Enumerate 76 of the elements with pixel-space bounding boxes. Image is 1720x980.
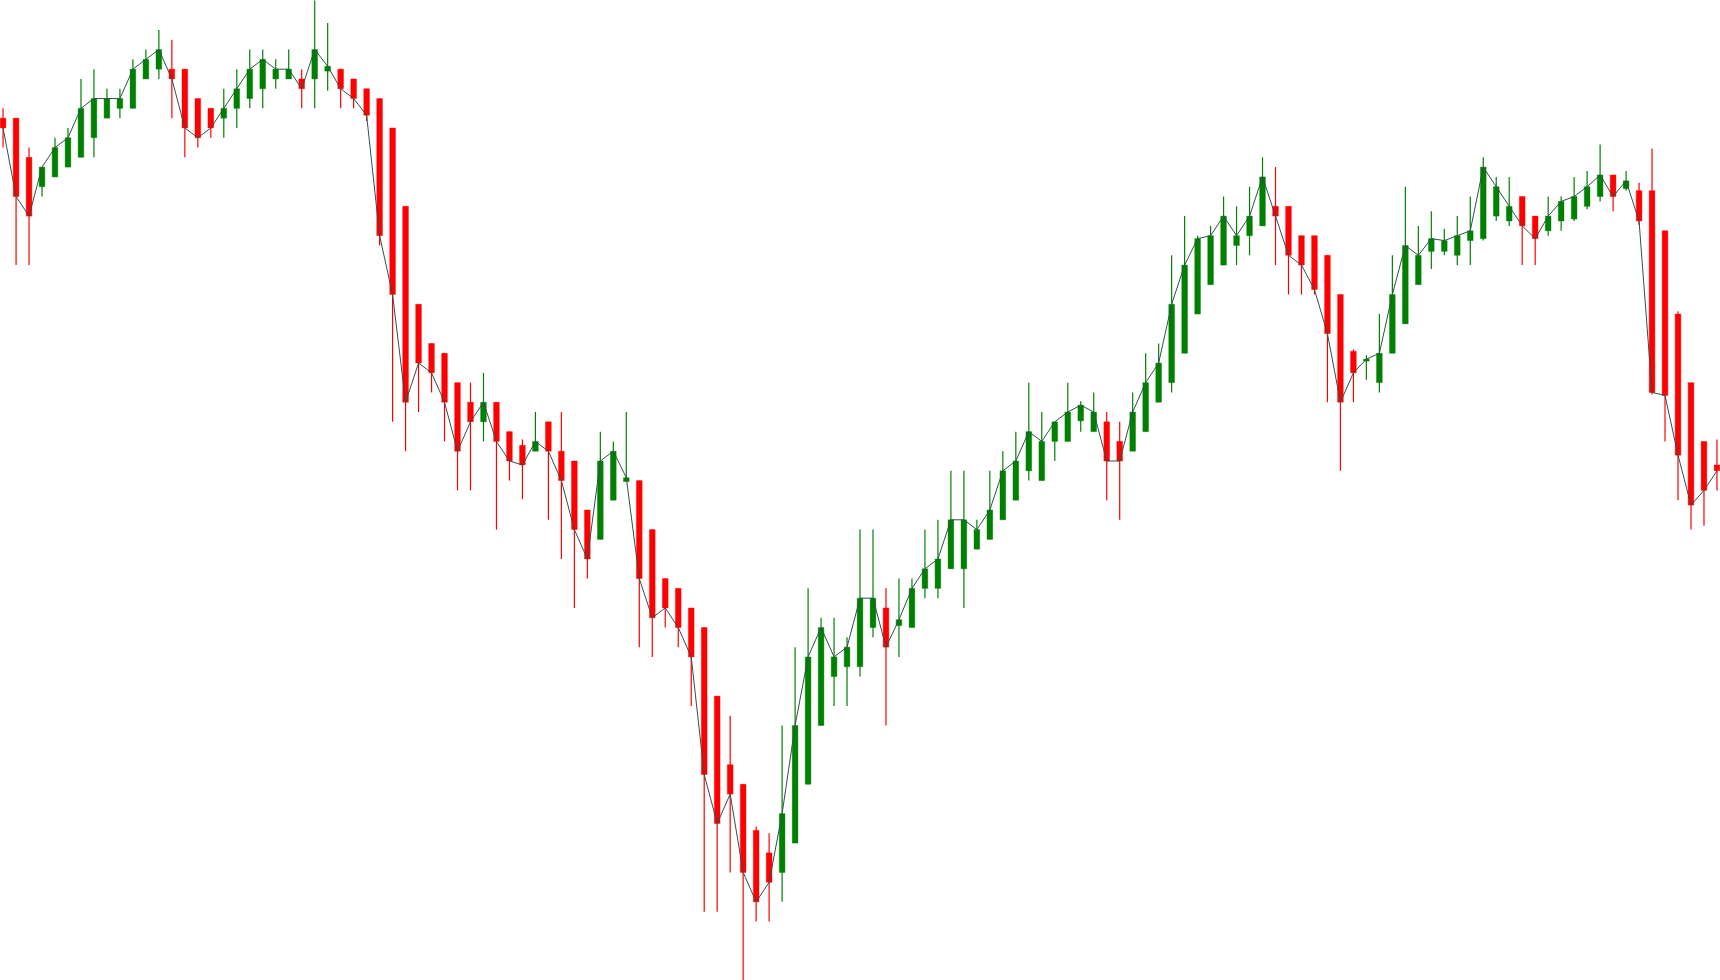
candlestick: [1012, 430, 1019, 501]
candlestick: [843, 636, 851, 707]
candlestick: [1155, 342, 1162, 403]
candlestick: [934, 518, 941, 599]
candlestick: [1077, 400, 1084, 432]
candlestick: [207, 107, 214, 138]
candlestick: [194, 97, 201, 148]
candlestick: [1376, 313, 1383, 393]
candlestick: [1571, 175, 1578, 222]
candlestick: [1532, 215, 1539, 266]
candlestick: [259, 48, 266, 109]
candlestick: [675, 587, 682, 648]
candlestick: [1272, 166, 1279, 266]
candlestick: [1493, 175, 1500, 222]
candlestick: [0, 107, 7, 148]
candlestick: [1051, 420, 1058, 462]
candlestick: [1506, 175, 1513, 227]
candlestick: [1038, 411, 1045, 481]
candlestick: [350, 77, 357, 109]
candlestick: [1467, 195, 1474, 266]
candlestick: [272, 58, 279, 89]
candlestick: [519, 438, 526, 500]
candlestick: [869, 528, 877, 638]
candlestick: [662, 577, 669, 628]
candlestick: [545, 420, 552, 520]
candlestick: [246, 48, 253, 109]
candlestick: [1636, 181, 1643, 226]
candlestick: [558, 411, 565, 560]
candlestick: [908, 577, 916, 628]
candlestick: [1103, 411, 1110, 501]
candlestick: [1610, 173, 1617, 212]
candlestick: [51, 136, 59, 178]
candlestick: [103, 87, 110, 119]
candlestick: [168, 38, 175, 119]
candlestick: [623, 411, 630, 482]
candlestick: [1597, 143, 1604, 202]
candlestick: [895, 577, 903, 658]
candlestick: [155, 28, 162, 80]
candlestick: [467, 381, 474, 491]
candlestick: [766, 832, 773, 922]
candlestick: [882, 587, 890, 726]
candlestick: [1558, 195, 1565, 231]
candlestick: [727, 714, 734, 873]
candlestick: [1584, 170, 1591, 210]
candlestick: [1415, 224, 1422, 285]
candlestick: [311, 0, 318, 109]
candlestick: [64, 126, 72, 168]
candlestick: [1454, 215, 1461, 266]
candlestick: [142, 48, 149, 80]
candlestick: [1246, 185, 1253, 256]
candlestick: [1064, 381, 1071, 442]
candlestick: [1545, 195, 1552, 236]
candlestick: [428, 342, 435, 393]
candlestick: [337, 68, 344, 109]
candlestick: [1350, 348, 1357, 403]
candlestick: [1116, 420, 1123, 520]
candlestick: [506, 430, 513, 481]
candlestick: [1441, 227, 1448, 256]
candlestick: [129, 58, 136, 109]
candlestick: [1428, 210, 1435, 270]
candlestick: [1233, 205, 1240, 266]
candlestick: [1298, 234, 1305, 295]
candlestick: [324, 22, 331, 91]
candlestick: [973, 518, 980, 550]
candlestick: [90, 68, 98, 158]
candlestick: [233, 68, 240, 129]
candlestick: [480, 371, 487, 442]
candlestick: [220, 87, 227, 138]
candlestick: [830, 616, 838, 707]
candlestick: [921, 528, 928, 599]
candlestick: [493, 401, 500, 530]
candlestick: [986, 469, 993, 540]
candlestick: [1025, 381, 1032, 481]
candlestick: [1129, 391, 1136, 452]
candlestick: [1519, 195, 1526, 266]
candlestick: [116, 87, 123, 119]
